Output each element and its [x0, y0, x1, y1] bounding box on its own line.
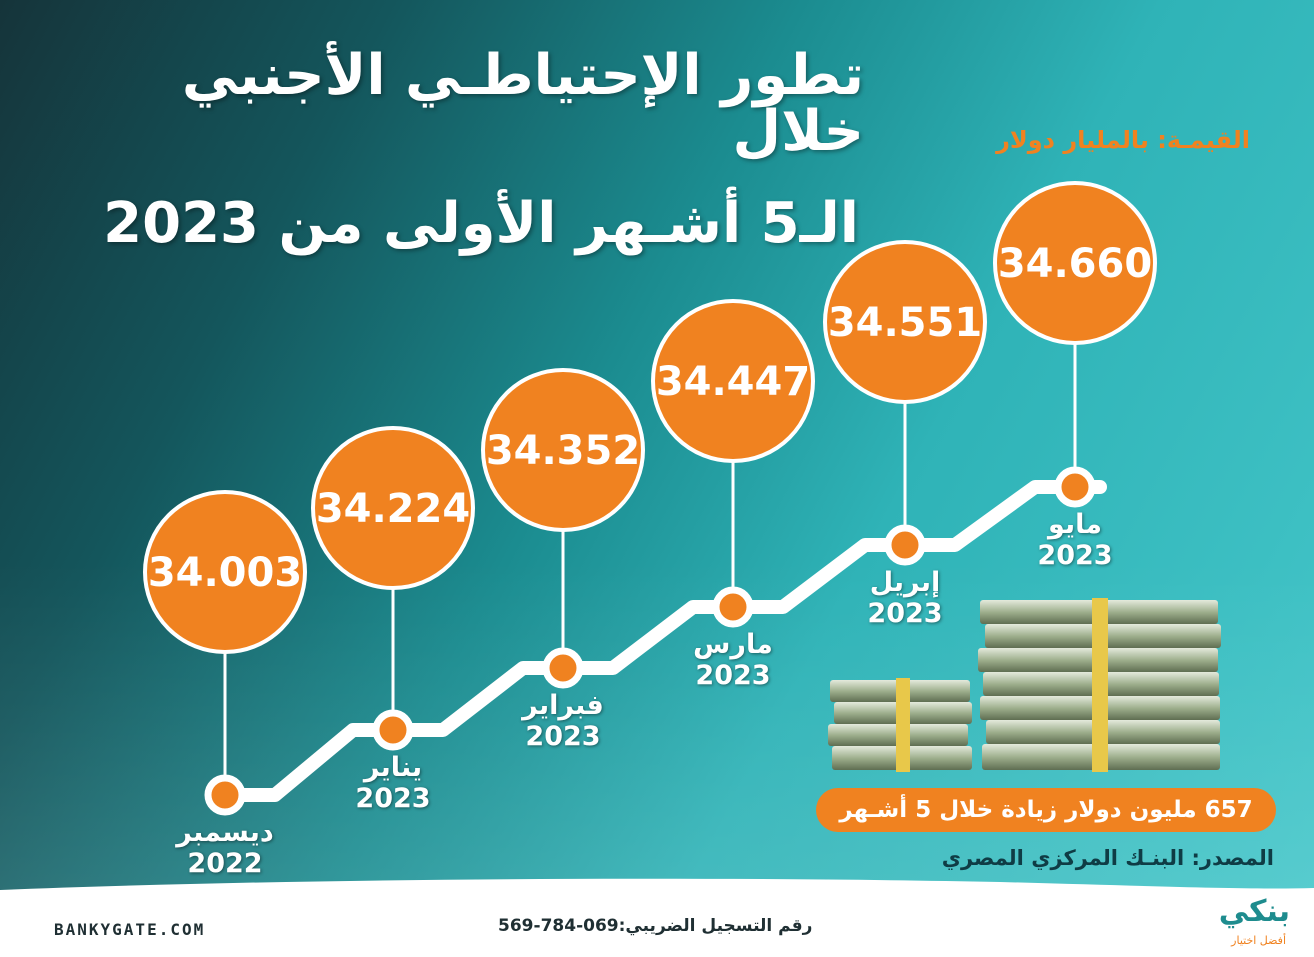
unit-label: القيمـة: بالمليار دولار — [996, 126, 1250, 154]
x-tick-label-1: يناير 2023 — [323, 752, 463, 815]
value-bubble-3 — [651, 299, 815, 463]
month-year-4: 2023 — [867, 598, 943, 630]
x-tick-label-3: مارس 2023 — [663, 629, 803, 692]
x-tick-label-4: إبريل 2023 — [835, 567, 975, 630]
month-year-1: 2023 — [355, 783, 431, 815]
value-bubble-5 — [993, 181, 1157, 345]
data-point-0 — [204, 774, 246, 816]
month-name-3: مارس — [693, 629, 773, 660]
value-label-2: 34.352 — [486, 428, 640, 474]
month-name-2: فبراير — [522, 690, 604, 721]
month-name-5: مايو — [1048, 509, 1102, 540]
money-stacks-illustration — [828, 598, 1221, 772]
data-point-2 — [542, 647, 584, 689]
data-point-4 — [884, 524, 926, 566]
logo-tagline: أفضل اختيار — [1231, 934, 1286, 947]
month-name-4: إبريل — [869, 567, 941, 598]
value-bubble-2 — [481, 368, 645, 532]
source-note: المصدر: البنـك المركزي المصري — [941, 846, 1274, 870]
large-stack — [978, 598, 1221, 772]
tax-registration: رقم التسجيل الضريبي:069-784-569 — [498, 916, 813, 936]
page-title: تطور الإحتياطـي الأجنبي خلال الـ5 أشـهر … — [44, 48, 864, 252]
data-point-1 — [372, 709, 414, 751]
reserve-line-chart: 34.003 34.224 34.352 34.447 34.551 34.660 — [143, 181, 1157, 816]
title-line-2: الـ5 أشـهر الأولى من 2023 — [103, 191, 859, 256]
value-label-4: 34.551 — [828, 300, 982, 346]
month-name-0: ديسمبر — [176, 817, 274, 848]
value-bubble-0 — [143, 490, 307, 654]
footer: BANKYGATE.COM رقم التسجيل الضريبي:069-78… — [0, 878, 1314, 957]
month-year-3: 2023 — [695, 660, 771, 692]
x-tick-label-5: مايو 2023 — [1005, 509, 1145, 572]
month-year-5: 2023 — [1037, 540, 1113, 572]
x-tick-label-2: فبراير 2023 — [493, 690, 633, 753]
value-bubble-1 — [311, 426, 475, 590]
value-label-0: 34.003 — [148, 550, 302, 596]
small-stack — [828, 678, 972, 772]
summary-pill: 657 مليون دولار زيادة خلال 5 أشـهر — [816, 788, 1276, 832]
footer-wave — [0, 878, 1314, 908]
value-label-5: 34.660 — [998, 241, 1152, 287]
value-label-3: 34.447 — [656, 359, 810, 405]
bankygate-logo: بنكي أفضل اختيار — [1172, 892, 1290, 954]
data-point-5 — [1054, 466, 1096, 508]
month-name-1: يناير — [363, 752, 423, 783]
title-line-1: تطور الإحتياطـي الأجنبي خلال — [181, 43, 864, 164]
site-url[interactable]: BANKYGATE.COM — [54, 920, 206, 939]
month-year-0: 2022 — [187, 848, 263, 880]
data-point-3 — [712, 586, 754, 628]
logo-brand: بنكي — [1218, 894, 1290, 929]
value-bubble-4 — [823, 240, 987, 404]
month-year-2: 2023 — [525, 721, 601, 753]
value-label-1: 34.224 — [316, 486, 470, 532]
x-tick-label-0: ديسمبر 2022 — [155, 817, 295, 880]
